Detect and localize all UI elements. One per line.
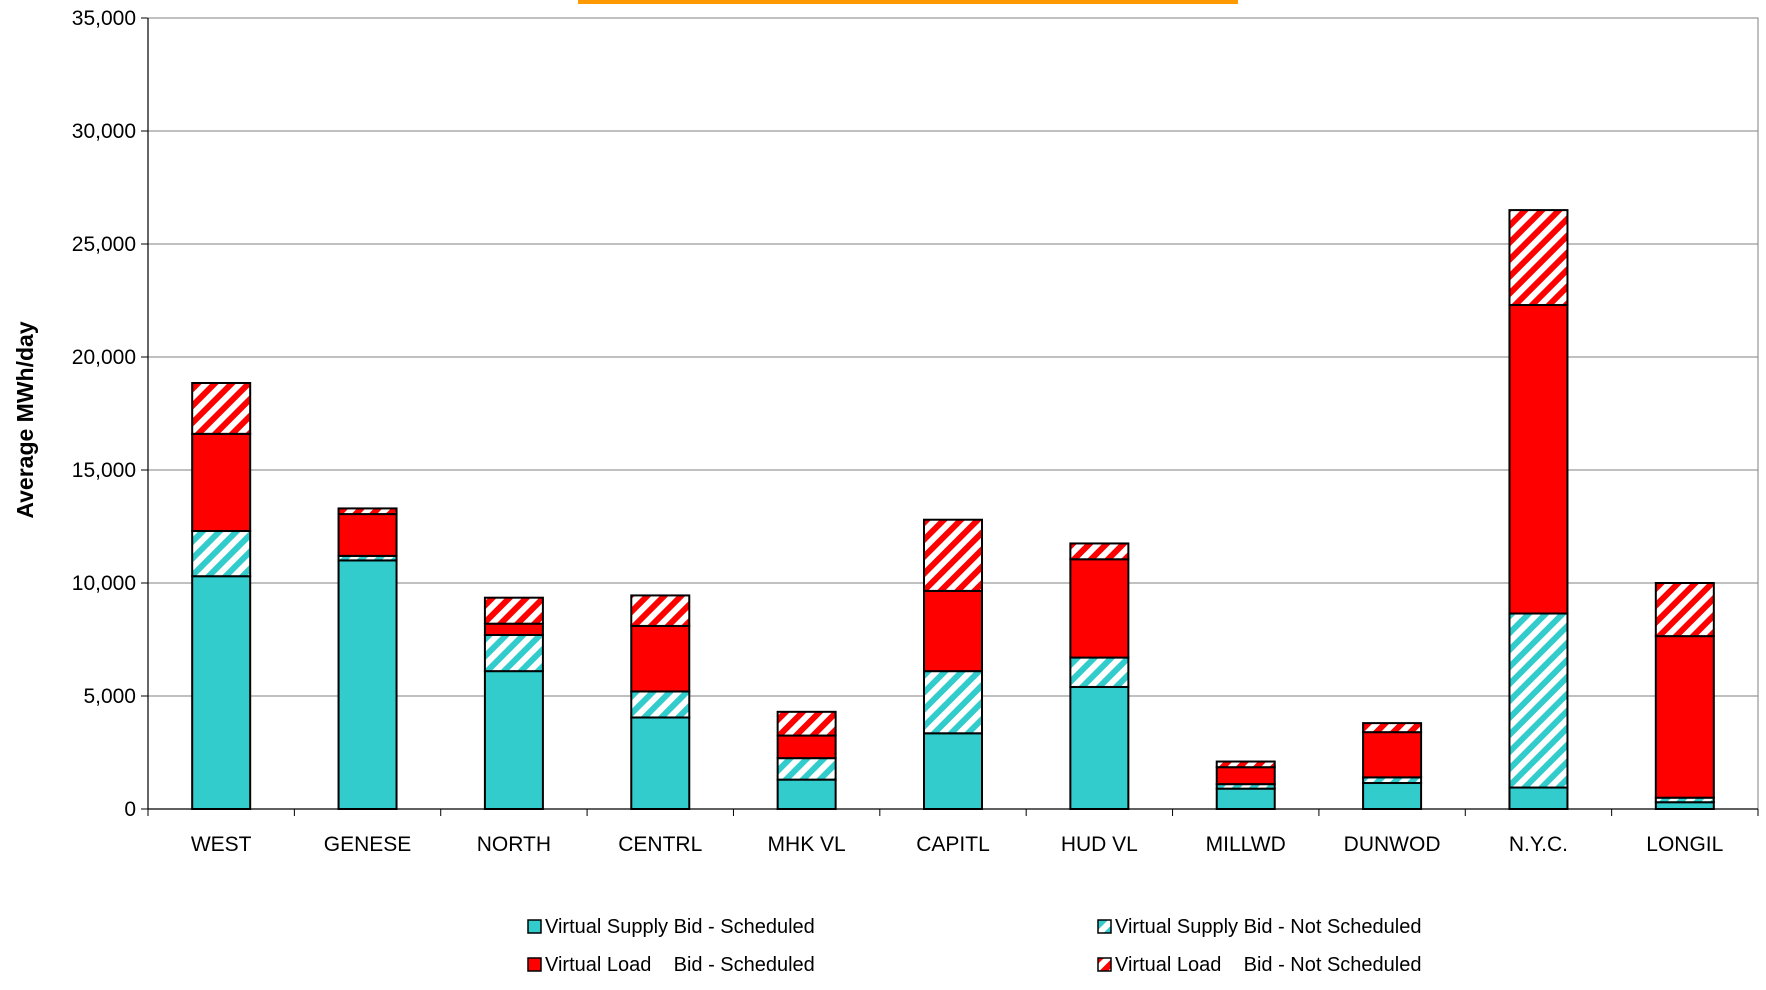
bar-segment-centrl-s2: [630, 624, 691, 693]
bar-segment-capitl-s1: [923, 670, 983, 735]
bar-segment-centrl-s3: [630, 594, 691, 627]
bar-segment-dunwod-s0: [1362, 782, 1423, 811]
bar-segment-longil-s2: [1654, 635, 1715, 799]
bar-segment-n-y-c--s2: [1508, 304, 1569, 615]
y-tick-label: 25,000: [72, 233, 136, 256]
bar-segment-millwd-s3: [1215, 760, 1276, 769]
x-tick-label: CAPITL: [916, 833, 990, 856]
y-tick-label: 5,000: [83, 685, 136, 708]
bar-segment-west-s0: [191, 575, 252, 810]
x-tick-label: MILLWD: [1206, 833, 1286, 856]
bar-segment-hud-vl-s1: [1069, 656, 1130, 688]
bar-segment-genese-s2: [337, 513, 398, 557]
bar-segment-mhk-vl-s3: [776, 710, 837, 737]
bar-segment-north-s3: [483, 596, 544, 625]
bar-segment-millwd-s2: [1215, 766, 1276, 786]
y-tick-label: 10,000: [72, 572, 136, 595]
top-accent-line: [578, 0, 1238, 4]
bar-segment-west-s1: [191, 530, 252, 578]
bar-segment-north-s2: [483, 622, 544, 636]
legend-label: Virtual Load Bid - Not Scheduled: [1115, 954, 1421, 976]
bar-segment-hud-vl-s2: [1069, 558, 1130, 659]
x-tick-labels: WEST GENESE NORTH CENTRL MHK VL CAPITL HUD VL M…: [191, 833, 1723, 856]
x-tick-label: N.Y.C.: [1509, 833, 1568, 856]
x-tick-label: WEST: [191, 833, 252, 856]
legend-label: Virtual Load Bid - Scheduled: [545, 954, 815, 976]
y-tick-label: 15,000: [72, 459, 136, 482]
bar-segment-west-s3: [191, 381, 252, 435]
y-tick-label: 30,000: [72, 120, 136, 143]
legend-swatch: [527, 957, 542, 972]
legend-label: Virtual Supply Bid - Not Scheduled: [1115, 916, 1421, 938]
x-tick-label: HUD VL: [1061, 833, 1138, 856]
bar-segment-mhk-vl-s2: [776, 734, 837, 760]
bar-segment-longil-s3: [1654, 582, 1715, 638]
bar-segment-n-y-c--s3: [1508, 209, 1569, 307]
bar-segment-capitl-s0: [923, 732, 983, 810]
bar-segment-genese-s3: [337, 507, 398, 516]
bar-segment-genese-s0: [337, 559, 398, 811]
bar-segment-centrl-s0: [630, 716, 691, 810]
bar-segment-mhk-vl-s0: [776, 778, 837, 810]
axes: [141, 17, 1759, 816]
bar-segment-north-s1: [483, 633, 544, 673]
bar-segment-millwd-s0: [1215, 787, 1276, 810]
bar-segment-n-y-c--s1: [1508, 612, 1569, 789]
bar-segment-capitl-s3: [923, 518, 983, 592]
y-tick-label: 20,000: [72, 346, 136, 369]
legend-swatch: [527, 919, 542, 934]
y-tick-label: 35,000: [72, 7, 136, 30]
legend-label: Virtual Supply Bid - Scheduled: [545, 916, 815, 938]
bar-segment-longil-s0: [1654, 801, 1715, 810]
bar-segment-hud-vl-s3: [1069, 542, 1130, 561]
legend-swatch: [1097, 919, 1112, 934]
bar-segment-capitl-s2: [923, 589, 983, 673]
bar-segment-centrl-s1: [630, 690, 691, 719]
y-tick-labels: 0 5,000 10,000 15,000 20,000 25,000 30,000 35,0…: [72, 7, 136, 821]
x-tick-label: LONGIL: [1646, 833, 1723, 856]
legend-swatch: [1097, 957, 1112, 972]
bars: [191, 209, 1715, 811]
x-tick-label: GENESE: [324, 833, 412, 856]
bar-segment-n-y-c--s0: [1508, 786, 1569, 811]
x-tick-label: CENTRL: [618, 833, 702, 856]
bar-segment-dunwod-s3: [1362, 722, 1423, 734]
x-tick-label: MHK VL: [768, 833, 846, 856]
bar-segment-north-s0: [483, 670, 544, 811]
bar-segment-dunwod-s2: [1362, 731, 1423, 779]
y-tick-label: 0: [124, 798, 136, 821]
legend: Virtual Supply Bid - Scheduled Virtual Su…: [527, 916, 1421, 976]
bar-segment-hud-vl-s0: [1069, 685, 1130, 811]
bar-segment-west-s2: [191, 432, 252, 533]
y-axis-title: Average MWh/day: [12, 321, 38, 518]
bar-segment-mhk-vl-s1: [776, 757, 837, 781]
x-tick-label: NORTH: [477, 833, 551, 856]
x-tick-label: DUNWOD: [1344, 833, 1441, 856]
